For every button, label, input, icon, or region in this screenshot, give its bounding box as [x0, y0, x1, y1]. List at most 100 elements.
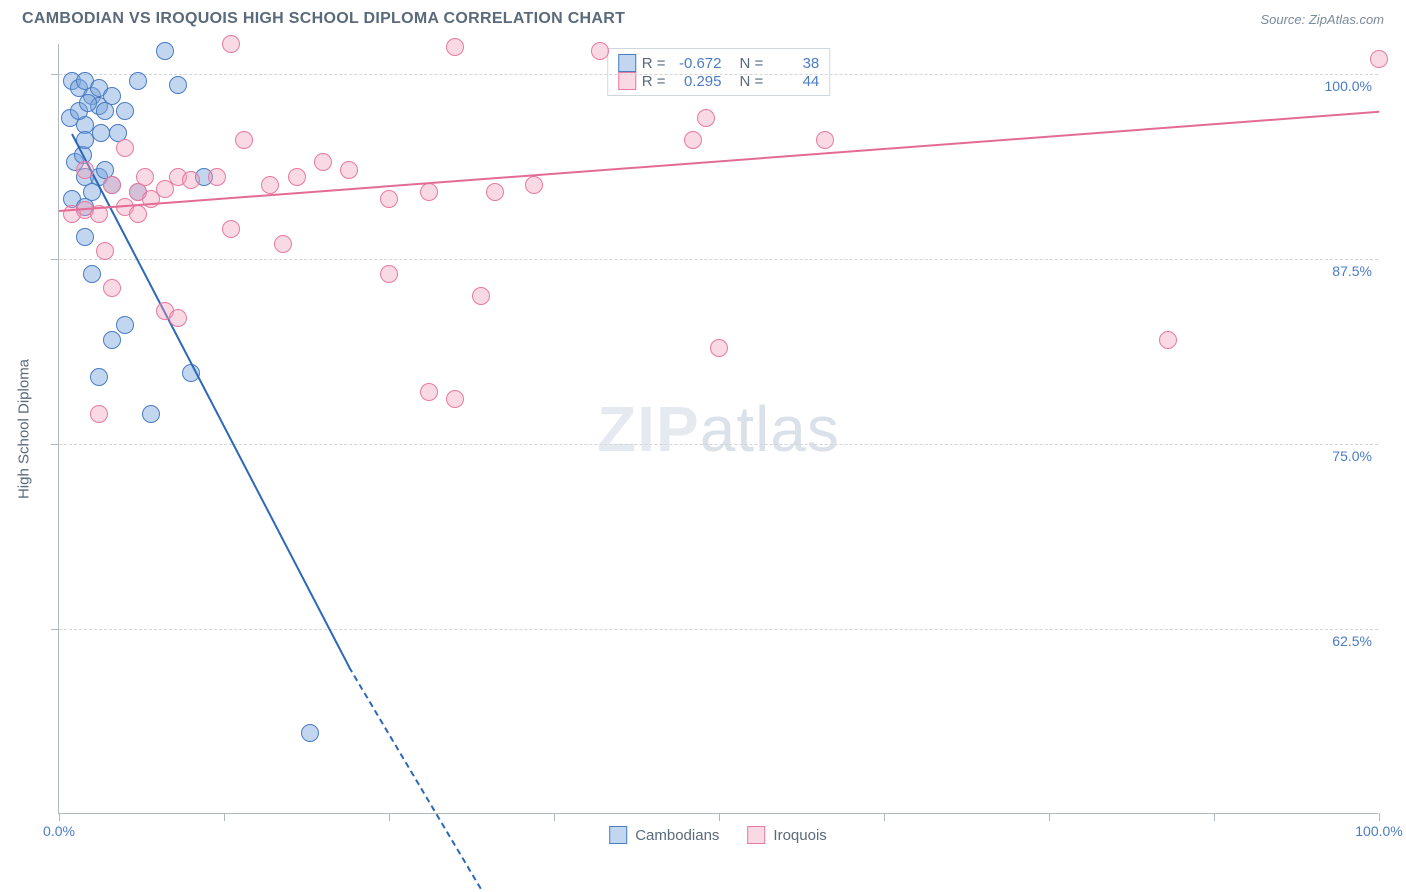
data-point	[222, 35, 240, 53]
data-point	[103, 176, 121, 194]
data-point	[116, 139, 134, 157]
data-point	[486, 183, 504, 201]
stat-row: R = -0.672 N = 38	[618, 54, 820, 72]
chart-title: CAMBODIAN VS IROQUOIS HIGH SCHOOL DIPLOM…	[22, 10, 625, 28]
gridline-h	[59, 444, 1378, 445]
gridline-h	[59, 259, 1378, 260]
data-point	[446, 38, 464, 56]
x-tick	[554, 813, 555, 821]
data-point	[301, 724, 319, 742]
data-point	[472, 287, 490, 305]
data-point	[816, 131, 834, 149]
data-point	[340, 161, 358, 179]
legend-swatch-icon	[747, 826, 765, 844]
data-point	[136, 168, 154, 186]
data-point	[710, 339, 728, 357]
legend-label: Cambodians	[635, 827, 719, 844]
data-point	[697, 109, 715, 127]
data-point	[1370, 50, 1388, 68]
scatter-plot: ZIPatlas R = -0.672 N = 38 R = 0.295 N = 44 62.…	[58, 44, 1378, 814]
regression-line	[59, 111, 1379, 212]
y-tick-label: 87.5%	[1332, 263, 1372, 279]
watermark-light: atlas	[700, 393, 840, 465]
data-point	[142, 190, 160, 208]
data-point	[76, 228, 94, 246]
legend: Cambodians Iroquois	[609, 826, 827, 844]
data-point	[92, 124, 110, 142]
data-point	[1159, 331, 1177, 349]
data-point	[261, 176, 279, 194]
y-tick	[51, 259, 59, 260]
y-axis-title: High School Diploma	[16, 359, 33, 499]
x-tick	[1379, 813, 1380, 821]
data-point	[90, 368, 108, 386]
x-tick	[389, 813, 390, 821]
data-point	[90, 405, 108, 423]
legend-swatch-icon	[609, 826, 627, 844]
stat-label: R =	[642, 55, 666, 72]
x-tick	[1214, 813, 1215, 821]
data-point	[169, 309, 187, 327]
data-point	[208, 168, 226, 186]
stat-n-value: 44	[769, 73, 819, 90]
stat-row: R = 0.295 N = 44	[618, 72, 820, 90]
data-point	[96, 102, 114, 120]
data-point	[420, 383, 438, 401]
x-tick	[224, 813, 225, 821]
watermark: ZIPatlas	[597, 392, 840, 466]
x-tick	[719, 813, 720, 821]
data-point	[591, 42, 609, 60]
data-point	[116, 316, 134, 334]
legend-label: Iroquois	[773, 827, 826, 844]
x-tick	[1049, 813, 1050, 821]
stat-n-value: 38	[769, 55, 819, 72]
regression-line	[71, 133, 350, 667]
data-point	[182, 171, 200, 189]
legend-item: Iroquois	[747, 826, 826, 844]
data-point	[380, 190, 398, 208]
data-point	[446, 390, 464, 408]
data-point	[288, 168, 306, 186]
stat-r-value: -0.672	[672, 55, 722, 72]
data-point	[684, 131, 702, 149]
series-swatch-icon	[618, 54, 636, 72]
data-point	[79, 94, 97, 112]
data-point	[96, 242, 114, 260]
data-point	[103, 279, 121, 297]
plot-area: High School Diploma ZIPatlas R =-0.672N …	[58, 44, 1378, 814]
data-point	[169, 76, 187, 94]
data-point	[76, 161, 94, 179]
x-label-right: 100.0%	[1355, 823, 1402, 839]
data-point	[380, 265, 398, 283]
chart-source: Source: ZipAtlas.com	[1260, 12, 1384, 27]
data-point	[314, 153, 332, 171]
data-point	[235, 131, 253, 149]
data-point	[116, 102, 134, 120]
gridline-h	[59, 629, 1378, 630]
data-point	[420, 183, 438, 201]
x-tick	[59, 813, 60, 821]
y-tick-label: 62.5%	[1332, 633, 1372, 649]
data-point	[129, 205, 147, 223]
x-label-left: 0.0%	[43, 823, 75, 839]
y-tick	[51, 444, 59, 445]
x-tick	[884, 813, 885, 821]
data-point	[525, 176, 543, 194]
data-point	[129, 72, 147, 90]
y-tick-label: 75.0%	[1332, 448, 1372, 464]
stat-label: R =	[642, 73, 666, 90]
stat-label: N =	[740, 73, 764, 90]
stat-label: N =	[740, 55, 764, 72]
data-point	[222, 220, 240, 238]
legend-item: Cambodians	[609, 826, 719, 844]
data-point	[142, 405, 160, 423]
regression-line	[349, 666, 483, 889]
series-swatch-icon	[618, 72, 636, 90]
data-point	[274, 235, 292, 253]
chart-header: CAMBODIAN VS IROQUOIS HIGH SCHOOL DIPLOM…	[0, 0, 1406, 32]
data-point	[83, 265, 101, 283]
y-tick	[51, 74, 59, 75]
stats-box: R = -0.672 N = 38 R = 0.295 N = 44	[607, 48, 831, 96]
data-point	[156, 42, 174, 60]
stat-r-value: 0.295	[672, 73, 722, 90]
